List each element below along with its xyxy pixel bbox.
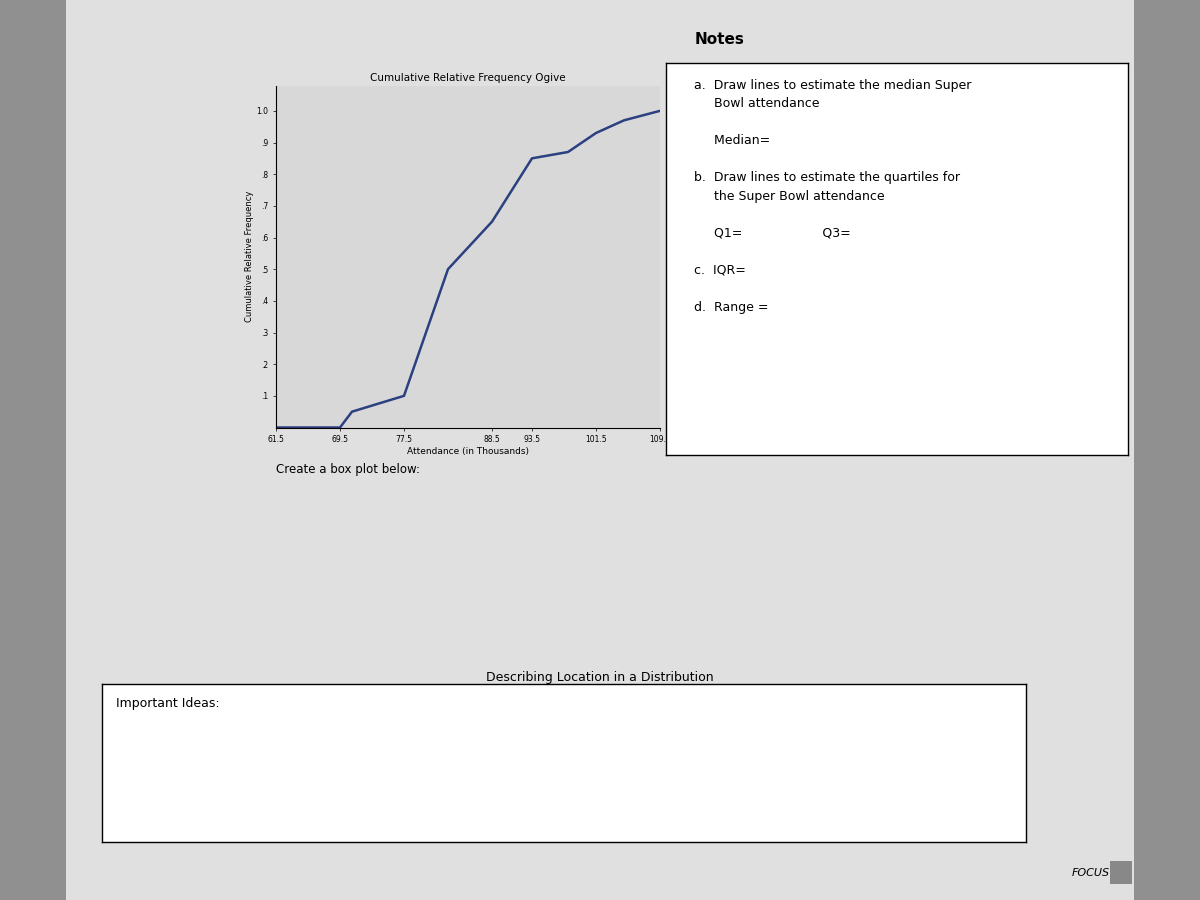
- Text: Important Ideas:: Important Ideas:: [116, 697, 220, 709]
- Title: Cumulative Relative Frequency Ogive: Cumulative Relative Frequency Ogive: [370, 73, 566, 84]
- Y-axis label: Cumulative Relative Frequency: Cumulative Relative Frequency: [245, 191, 253, 322]
- Text: Create a box plot below:: Create a box plot below:: [276, 464, 420, 476]
- Text: Notes: Notes: [695, 32, 745, 47]
- Text: FOCUS: FOCUS: [1072, 868, 1110, 878]
- X-axis label: Attendance (in Thousands): Attendance (in Thousands): [407, 447, 529, 456]
- Text: Describing Location in a Distribution: Describing Location in a Distribution: [486, 670, 714, 683]
- Text: a.  Draw lines to estimate the median Super
     Bowl attendance

     Median=

: a. Draw lines to estimate the median Sup…: [694, 78, 971, 314]
